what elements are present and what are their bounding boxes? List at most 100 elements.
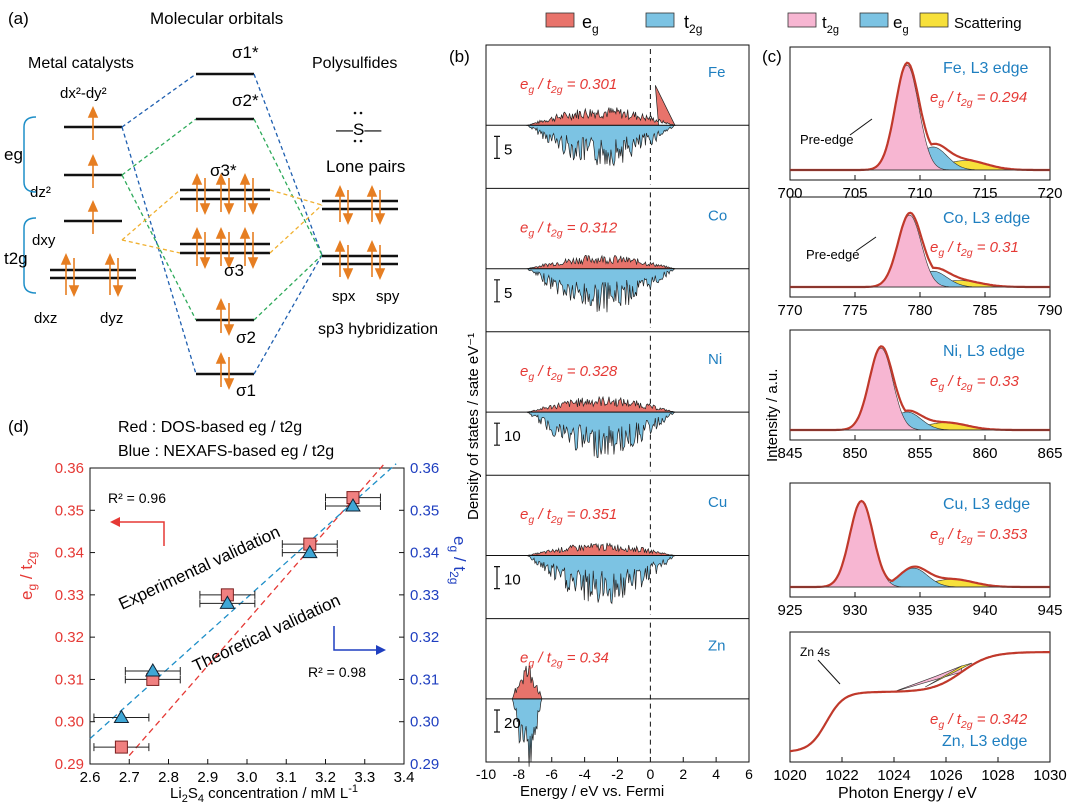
dx2y2-label: dx²-dy²: [60, 85, 107, 102]
edge-label: Ni, L3 edge: [943, 343, 1025, 360]
scale-bar-label: 5: [504, 285, 512, 302]
scale-bar: [494, 709, 500, 733]
mo-sigma3-star: σ3*: [210, 161, 237, 180]
s-symbol: —S—: [336, 120, 381, 139]
b-ylabel: Density of states / sate eV⁻¹: [465, 333, 482, 520]
dos-ratio-label: eg / t2g = 0.301: [520, 76, 617, 96]
legend-c-eg-text: eg: [893, 13, 909, 36]
poly-electrons: [334, 185, 386, 280]
b-xlabel: Energy / eV vs. Fermi: [520, 783, 664, 800]
panel-a-label: (a): [8, 9, 29, 28]
panel-b-label: (b): [449, 47, 470, 66]
dos-ratio-label: eg / t2g = 0.328: [520, 363, 618, 383]
b-xtick-label: -2: [611, 766, 624, 782]
legend-c-t2g-swatch: [787, 12, 817, 28]
d-ytick-right-label: 0.35: [410, 502, 439, 519]
d-ylabel-right: eg / t2g: [447, 536, 469, 584]
eg-dos-area: [525, 542, 676, 556]
c-xtick-label: 710: [907, 185, 932, 202]
poly-title: Polysulfides: [312, 55, 397, 72]
c-ylabel: Intensity / a.u.: [764, 369, 781, 462]
legend-blue-text: Blue : NEXAFS-based eg / t2g: [118, 443, 334, 460]
d-ytick-right-label: 0.33: [410, 587, 439, 604]
mo-sigma1-star: σ1*: [232, 43, 259, 62]
mo-sigma3: σ3: [224, 261, 244, 280]
d-xtick-label: 2.6: [80, 769, 101, 786]
fit-line: [89, 463, 397, 740]
pre-edge-arrow: [849, 118, 873, 136]
lone-pairs-label: Lone pairs: [326, 157, 405, 176]
d-xtick-label: 3.1: [276, 769, 297, 786]
legend-c-eg-swatch: [859, 12, 889, 28]
spy-label: spy: [376, 288, 400, 305]
d-xtick-label: 2.9: [197, 769, 218, 786]
legend-t2g-swatch: [645, 12, 675, 28]
mo-sigma1: σ1: [236, 381, 256, 400]
c-xtick-label: 850: [842, 445, 867, 462]
dos-ratio-label: eg / t2g = 0.312: [520, 219, 618, 239]
dos-ratio-label: eg / t2g = 0.34: [520, 650, 609, 670]
t2g-dos-area: [525, 411, 676, 459]
c-xtick-label: 770: [777, 302, 802, 319]
eg-label: eg: [4, 145, 23, 164]
scale-bar-label: 10: [504, 428, 521, 445]
nexafs-ratio-label: eg / t2g = 0.33: [930, 373, 1019, 393]
c-xtick-label: 1028: [981, 767, 1014, 784]
c-xtick-label: 705: [842, 185, 867, 202]
nexafs-ratio-label: eg / t2g = 0.342: [930, 711, 1028, 731]
zn4s-arrow: [817, 659, 841, 685]
t2g-component: [790, 64, 1050, 171]
c-subplot-frame: [789, 631, 1051, 763]
c-xtick-label: 945: [1037, 602, 1062, 619]
pre-edge-label: Pre-edge: [800, 132, 853, 147]
d-ytick-right-label: 0.29: [410, 756, 439, 773]
d-xtick-label: 3.4: [394, 769, 415, 786]
b-xtick-label: 2: [679, 766, 687, 782]
d-xlabel: Li2S4 concentration / mM L-1: [170, 783, 358, 805]
dos-marker: [114, 740, 128, 754]
b-xtick-label: 4: [712, 766, 720, 782]
dos-metal-label: Fe: [708, 64, 726, 81]
d-ytick-left-label: 0.34: [55, 545, 84, 562]
eg-dos-area: [525, 85, 676, 126]
c-xtick-label: 860: [972, 445, 997, 462]
metal-title: Metal catalysts: [28, 55, 134, 72]
c-xtick-label: 715: [972, 185, 997, 202]
r2-exp: R² = 0.96: [108, 490, 166, 506]
d-ytick-right-label: 0.30: [410, 714, 439, 731]
scattering-component: [925, 662, 973, 688]
spx-label: spx: [332, 288, 356, 305]
t2g-dos-area: [525, 268, 676, 313]
mo-sigma2-star: σ2*: [232, 91, 259, 110]
d-ytick-left-label: 0.30: [55, 714, 84, 731]
c-xtick-label: 845: [777, 445, 802, 462]
c-xtick-label: 930: [842, 602, 867, 619]
panel-d: (d) Red : DOS-based eg / t2g Blue : NEXA…: [8, 417, 469, 805]
c-xtick-label: 1024: [877, 767, 910, 784]
b-xtick-label: 6: [745, 766, 753, 782]
t2g-dos-area: [525, 555, 676, 605]
d-ytick-left-label: 0.36: [55, 460, 84, 477]
plot-d-frame: [89, 467, 405, 765]
t2g-label: t2g: [4, 249, 28, 268]
t2g-bracket: [23, 217, 37, 294]
c-xtick-label: 925: [777, 602, 802, 619]
nexafs-marker: [219, 595, 236, 609]
dz2-label: dz²: [30, 184, 51, 201]
c-xtick-label: 780: [907, 302, 932, 319]
hybrid-label: sp3 hybridization: [318, 321, 438, 338]
c-xtick-label: 785: [972, 302, 997, 319]
d-arrows: [110, 517, 386, 655]
mo-header: Molecular orbitals: [150, 9, 283, 28]
c-xtick-label: 790: [1037, 302, 1062, 319]
legend-c-scat-text: Scattering: [954, 15, 1022, 32]
d-xtick-label: 3.3: [354, 769, 375, 786]
scale-bar: [494, 135, 500, 159]
t2g-dos-area: [525, 124, 676, 167]
b-xtick-label: -6: [546, 766, 559, 782]
legend-eg-swatch: [545, 12, 575, 28]
c-xtick-label: 1020: [773, 767, 806, 784]
d-ytick-left-label: 0.35: [55, 502, 84, 519]
fit-envelope: [789, 651, 1050, 753]
dos-ratio-label: eg / t2g = 0.351: [520, 506, 617, 526]
